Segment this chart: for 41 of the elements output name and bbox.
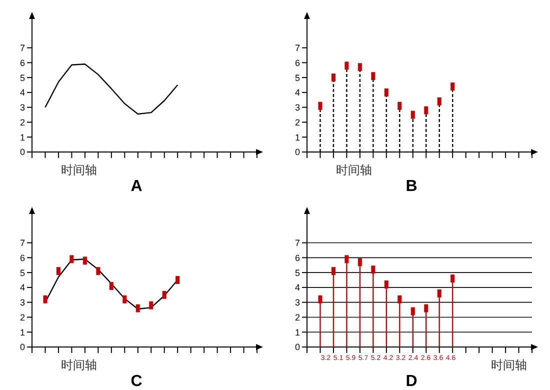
y-tick-label: 5 [20, 268, 25, 278]
y-tick-label: 4 [20, 88, 25, 98]
y-tick-label: 7 [294, 42, 300, 53]
y-tick-label: 4 [20, 282, 25, 293]
y-tick-label: 0 [20, 342, 25, 352]
y-tick-label: 2 [20, 117, 25, 128]
x-axis-title: 时间轴 [490, 357, 528, 374]
text: D [404, 373, 418, 390]
y-tick-label: 3 [20, 102, 25, 113]
y-tick-label: 3 [20, 298, 25, 308]
line-series [44, 64, 178, 115]
y-tick-label: 7 [20, 238, 25, 248]
x-axis-title: 时间轴 [60, 162, 98, 179]
y-tick-label: 2 [294, 312, 300, 322]
text: A [130, 178, 144, 196]
text: C [130, 373, 144, 390]
y-tick-label: 6 [20, 58, 25, 68]
x-axis-title: 时间轴 [60, 357, 98, 374]
x-axis-title: 时间轴 [335, 162, 373, 179]
y-tick-label: 6 [294, 252, 300, 263]
y-tick-label: 6 [294, 58, 300, 68]
text: B [404, 178, 418, 196]
y-tick-label: 7 [294, 238, 300, 248]
y-tick-label: 1 [294, 132, 300, 142]
y-tick-label: 3 [294, 102, 300, 113]
y-tick-label: 0 [294, 147, 300, 158]
y-tick-label: 0 [20, 147, 25, 158]
y-tick-label: 2 [20, 312, 25, 322]
y-tick-label: 7 [20, 42, 25, 53]
y-tick-label: 6 [20, 252, 25, 263]
y-tick-label: 5 [294, 268, 300, 278]
y-tick-label: 3 [294, 298, 300, 308]
y-tick-label: 1 [20, 327, 25, 338]
y-tick-label: 1 [294, 327, 300, 338]
y-tick-label: 5 [20, 72, 25, 83]
y-tick-label: 2 [294, 117, 300, 128]
y-tick-label: 4 [294, 282, 300, 293]
y-tick-label: 0 [294, 342, 300, 352]
y-tick-label: 4 [294, 88, 300, 98]
y-tick-label: 5 [294, 72, 300, 83]
y-tick-label: 1 [20, 132, 25, 142]
